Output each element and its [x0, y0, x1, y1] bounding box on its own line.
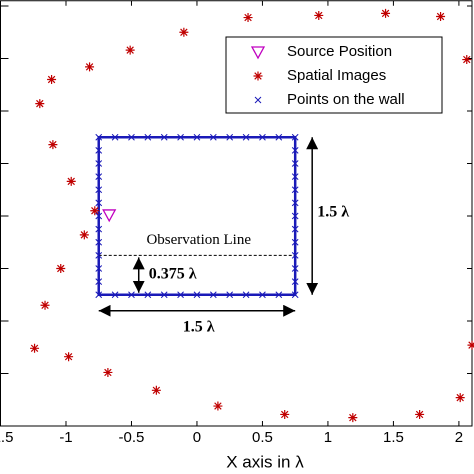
wall-marker	[95, 173, 103, 180]
wall-marker	[95, 225, 103, 233]
image-marker	[48, 140, 58, 150]
wall-marker	[291, 147, 299, 154]
image-marker	[151, 385, 161, 395]
wall-marker	[95, 212, 103, 220]
x-tick-label: 0.5	[252, 429, 273, 446]
wall-marker	[95, 291, 103, 299]
wall-marker	[275, 133, 283, 141]
image-marker	[467, 340, 474, 350]
width-label: 1.5 λ	[183, 318, 215, 335]
image-marker	[213, 401, 223, 411]
x-tick-label: 1.5	[383, 429, 404, 446]
wall-marker	[95, 265, 103, 272]
image-marker	[85, 62, 95, 72]
wall-marker	[95, 160, 103, 167]
wall-marker	[291, 225, 299, 233]
wall-marker	[95, 278, 103, 285]
wall-marker	[128, 133, 135, 141]
height-label: 1.5 λ	[317, 204, 349, 221]
wall-marker	[95, 238, 103, 246]
x-tick-label: -0.5	[119, 429, 145, 446]
wall-marker	[291, 199, 299, 207]
wall-outline	[97, 136, 297, 296]
legend-label: Source Position	[287, 43, 392, 60]
wall-marker	[291, 252, 299, 259]
wall-marker	[291, 278, 299, 285]
wall-marker	[259, 291, 266, 299]
wall-marker	[144, 291, 152, 299]
wall-marker	[291, 212, 299, 220]
image-marker	[436, 12, 446, 21]
image-marker	[455, 393, 465, 403]
legend-label: Spatial Images	[287, 67, 386, 84]
image-marker	[35, 99, 45, 109]
wall-marker	[128, 291, 135, 299]
wall-marker	[95, 133, 103, 141]
x-axis-label: X axis in λ	[226, 452, 304, 471]
image-marker	[66, 176, 76, 186]
wall-marker	[259, 133, 266, 141]
image-marker	[64, 352, 74, 362]
x-tick-label: 1	[324, 429, 332, 446]
wall-marker	[160, 133, 168, 141]
image-marker	[314, 10, 324, 20]
observation-label: Observation Line	[146, 232, 251, 248]
image-marker	[56, 264, 66, 273]
image-marker	[40, 300, 50, 310]
legend-label: Points on the wall	[287, 91, 405, 108]
wall-marker	[177, 133, 184, 141]
image-marker	[348, 413, 358, 423]
image-marker	[30, 343, 40, 353]
wall-marker	[291, 291, 299, 299]
wall-marker	[242, 291, 250, 299]
wall-marker	[291, 265, 299, 272]
x-tick-label: -1	[59, 429, 72, 446]
wall-marker	[291, 173, 299, 180]
x-tick-label: 2	[455, 429, 463, 446]
image-marker	[280, 409, 290, 419]
wall-marker	[291, 160, 299, 167]
wall-marker	[226, 291, 234, 299]
wall-marker	[291, 238, 299, 246]
image-marker	[125, 45, 135, 55]
source-marker	[102, 209, 117, 223]
legend-marker	[253, 71, 263, 81]
wall-marker	[291, 133, 299, 141]
wall-marker	[209, 291, 217, 299]
legend-marker	[254, 96, 262, 104]
wall-marker	[193, 133, 201, 141]
image-marker	[103, 367, 113, 377]
wall-marker	[177, 291, 184, 299]
wall-marker	[209, 133, 217, 141]
x-tick-label: 0	[193, 429, 201, 446]
wall-marker	[275, 291, 283, 299]
image-marker	[415, 409, 425, 419]
wall-marker	[193, 291, 201, 299]
wall-marker	[242, 133, 250, 141]
wall-marker	[226, 133, 234, 141]
wall-marker	[95, 199, 103, 207]
wall-marker	[95, 252, 103, 259]
image-marker	[243, 13, 253, 23]
image-marker	[381, 8, 391, 18]
wall-marker	[111, 133, 119, 141]
legend-marker	[250, 46, 266, 60]
wall-marker	[95, 147, 103, 154]
wall-marker	[111, 291, 119, 299]
image-marker	[90, 206, 100, 216]
offset-label: 0.375 λ	[149, 266, 197, 283]
wall-marker	[144, 133, 152, 141]
wall-marker	[291, 186, 299, 194]
image-marker	[47, 75, 57, 84]
wall-marker	[95, 186, 103, 194]
image-marker	[79, 230, 89, 240]
image-marker	[462, 55, 472, 65]
image-marker	[179, 27, 189, 37]
x-tick-label: -1.5	[0, 429, 13, 446]
axes-frame	[0, 0, 473, 427]
wall-marker	[160, 291, 168, 299]
